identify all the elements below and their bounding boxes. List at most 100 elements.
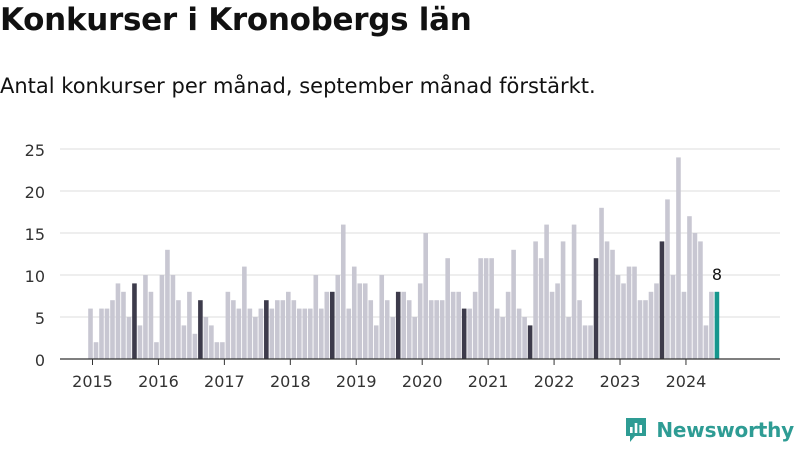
y-tick-label: 25 <box>25 141 45 160</box>
bar <box>214 342 220 359</box>
y-tick-label: 20 <box>25 183 45 202</box>
bar <box>505 291 511 359</box>
bar <box>522 317 527 359</box>
bar <box>379 275 385 359</box>
bar <box>324 291 330 359</box>
bar <box>478 258 483 359</box>
x-tick-label: 2022 <box>534 372 575 391</box>
bar <box>621 283 626 359</box>
bar <box>494 308 500 359</box>
bar <box>511 249 516 359</box>
bar <box>665 199 670 359</box>
bar <box>231 300 236 359</box>
bar <box>93 342 99 359</box>
bar <box>351 266 357 359</box>
bar <box>192 333 198 359</box>
x-tick-label: 2015 <box>72 372 113 391</box>
y-tick-label: 15 <box>25 225 45 244</box>
bar <box>604 241 610 359</box>
bar <box>110 300 115 359</box>
bar <box>390 317 396 359</box>
bar <box>357 283 363 359</box>
bar <box>500 317 505 359</box>
bar <box>88 308 93 359</box>
bar <box>538 258 544 359</box>
bar <box>571 224 577 359</box>
bar <box>626 266 632 359</box>
bar <box>445 258 450 359</box>
x-tick-label: 2024 <box>666 372 707 391</box>
bar <box>709 291 714 359</box>
bar <box>247 308 253 359</box>
bar <box>632 266 637 359</box>
bar <box>170 275 176 359</box>
bar <box>99 308 104 359</box>
bar <box>560 241 566 359</box>
bar <box>401 291 407 359</box>
bar <box>643 300 648 359</box>
bar <box>275 300 280 359</box>
bar <box>555 283 560 359</box>
bar <box>467 308 472 359</box>
bar <box>346 308 352 359</box>
bar <box>291 300 297 359</box>
bar <box>544 224 549 359</box>
x-tick-label: 2019 <box>336 372 377 391</box>
brand-name: Newsworthy <box>656 418 794 442</box>
bar <box>582 325 588 359</box>
bar <box>698 241 703 359</box>
newsworthy-logo: Newsworthy <box>624 416 794 444</box>
bar <box>154 342 159 359</box>
bar <box>566 317 571 359</box>
bar-september <box>198 300 203 359</box>
chart-subtitle: Antal konkurser per månad, september mån… <box>0 74 596 98</box>
bar <box>373 325 379 359</box>
bar <box>143 275 148 359</box>
bar <box>483 258 489 359</box>
bar <box>456 291 461 359</box>
bar <box>692 233 698 359</box>
bar-september <box>132 283 137 359</box>
bar <box>687 216 692 359</box>
bar-latest <box>714 291 720 359</box>
bar <box>362 283 368 359</box>
bar <box>637 300 643 359</box>
bar <box>176 300 181 359</box>
bar <box>676 157 681 359</box>
bar <box>115 283 121 359</box>
bar-september <box>593 258 599 359</box>
bar <box>297 308 302 359</box>
bar <box>159 275 165 359</box>
bars <box>88 157 720 359</box>
bar <box>599 207 604 359</box>
bar <box>439 300 445 359</box>
bar <box>368 300 374 359</box>
bar-september <box>659 241 665 359</box>
bar <box>104 308 110 359</box>
bar <box>242 266 247 359</box>
x-tick-label: 2017 <box>204 372 245 391</box>
bar <box>313 275 319 359</box>
bar <box>220 342 225 359</box>
bar <box>489 258 494 359</box>
bar <box>648 291 654 359</box>
bar <box>577 300 582 359</box>
bar <box>654 283 659 359</box>
bar-september <box>264 300 269 359</box>
bar <box>137 325 143 359</box>
bar <box>258 308 264 359</box>
bar-chart-logo-icon <box>626 418 647 442</box>
x-tick-label: 2018 <box>270 372 311 391</box>
bar <box>286 291 291 359</box>
bar <box>588 325 593 359</box>
bar <box>450 291 456 359</box>
bar <box>318 308 324 359</box>
bar <box>269 308 275 359</box>
bar <box>203 317 209 359</box>
bar <box>412 317 418 359</box>
bar <box>121 291 126 359</box>
bar-september <box>395 291 401 359</box>
bar <box>181 325 187 359</box>
y-tick-label: 10 <box>25 267 45 286</box>
bar <box>434 300 439 359</box>
